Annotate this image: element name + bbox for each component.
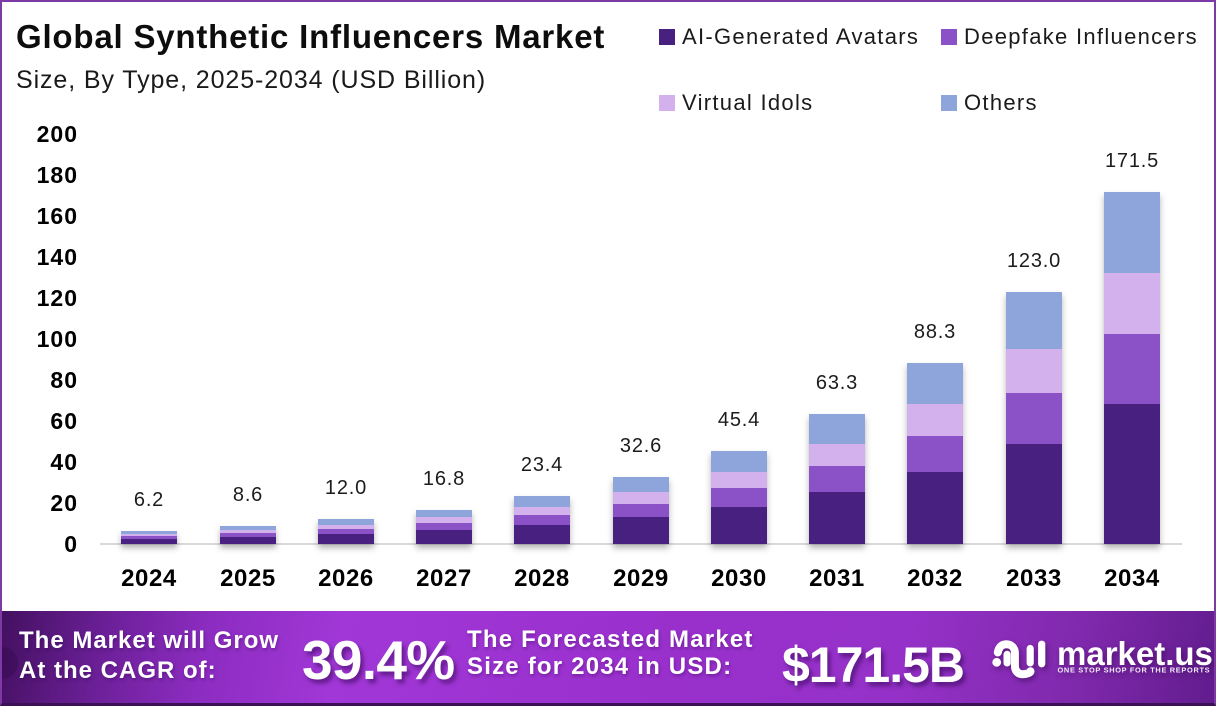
svg-text:market.us: market.us xyxy=(1057,636,1213,672)
svg-text:ONE STOP SHOP FOR THE REPORTS: ONE STOP SHOP FOR THE REPORTS xyxy=(1058,666,1211,675)
